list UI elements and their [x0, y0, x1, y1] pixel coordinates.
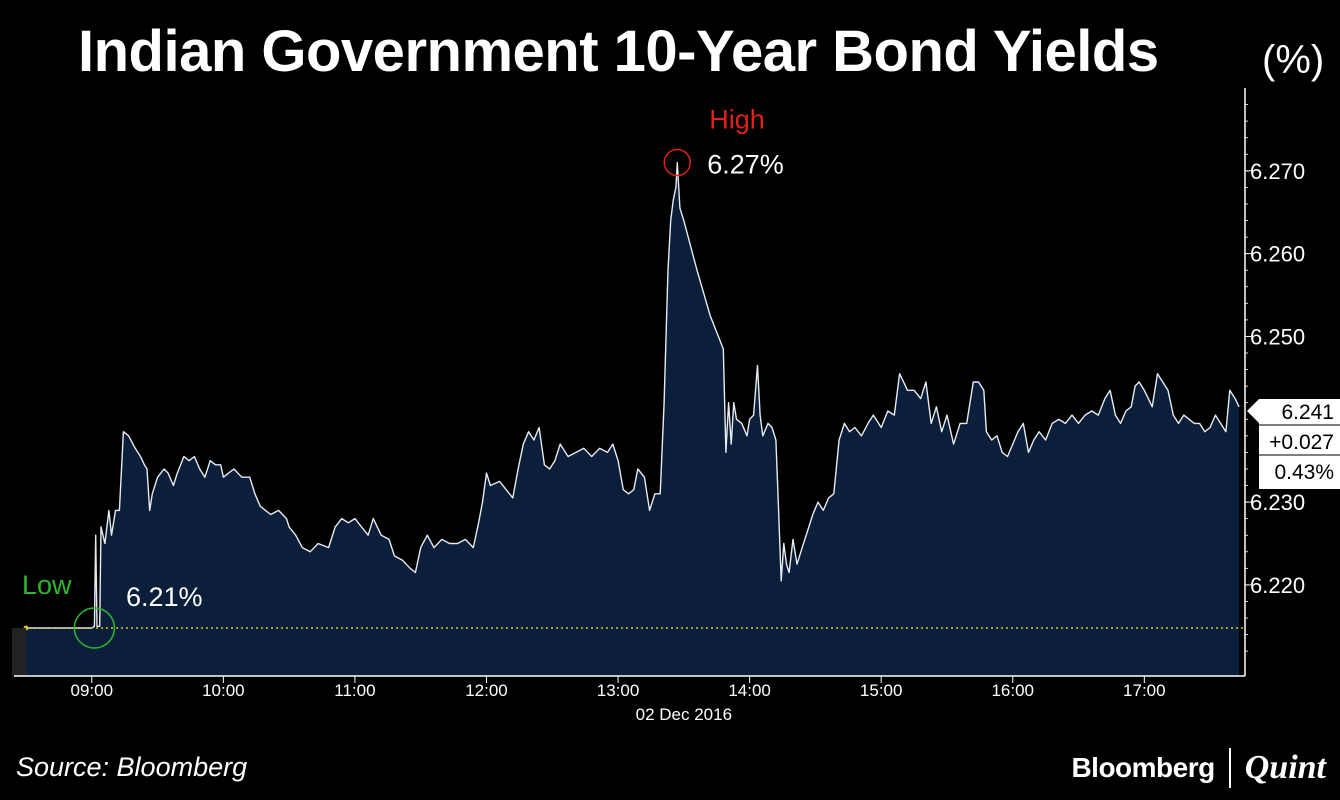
x-tick-label: 09:00 — [71, 681, 114, 700]
y-tick-label: 6.270 — [1250, 159, 1305, 184]
x-tick-label: 15:00 — [860, 681, 903, 700]
high-value: 6.27% — [707, 150, 784, 180]
last-change: +0.027 — [1269, 431, 1334, 454]
annotations: High 6.27% Low 6.21% 6.241 +0.027 0.43% — [22, 105, 1340, 649]
x-tick-label: 12:00 — [465, 681, 508, 700]
low-label: Low — [22, 570, 72, 600]
brand-logos: Bloomberg Quint — [1071, 748, 1326, 788]
x-tick-label: 14:00 — [728, 681, 771, 700]
x-tick-label: 13:00 — [597, 681, 640, 700]
source-note: Source: Bloomberg — [16, 752, 248, 782]
left-stub — [12, 627, 26, 676]
low-value: 6.21% — [126, 582, 203, 612]
y-tick-label: 6.220 — [1250, 573, 1305, 598]
low-circle — [73, 607, 116, 649]
y-tick-label: 6.230 — [1250, 490, 1305, 515]
date-label: 02 Dec 2016 — [636, 705, 732, 724]
y-tick-label: 6.260 — [1250, 242, 1305, 267]
chart-title: Indian Government 10-Year Bond Yields — [78, 19, 1159, 84]
quint-logo: Quint — [1244, 749, 1326, 786]
unit-label: (%) — [1262, 38, 1325, 82]
last-value-background — [1247, 398, 1340, 489]
x-tick-label: 16:00 — [991, 681, 1034, 700]
last-value-box: 6.241 +0.027 0.43% — [1247, 398, 1340, 489]
high-circle — [663, 148, 692, 177]
x-tick-label: 10:00 — [202, 681, 245, 700]
high-label: High — [709, 105, 765, 135]
yield-chart: 6.270 6.260 6.250 6.230 6.220 09:00 10:00 11:00… — [12, 88, 1340, 724]
plot-area — [12, 161, 1243, 676]
axes: 6.270 6.260 6.250 6.230 6.220 09:00 10:00 11:00… — [14, 88, 1305, 724]
y-tick-label: 6.250 — [1250, 324, 1305, 349]
series-line — [26, 161, 1240, 629]
x-tick-label: 17:00 — [1123, 681, 1166, 700]
series-area — [26, 162, 1240, 676]
last-value: 6.241 — [1281, 401, 1334, 424]
bloomberg-logo: Bloomberg — [1071, 752, 1215, 783]
x-tick-label: 11:00 — [334, 681, 375, 700]
logo-divider — [1228, 748, 1231, 788]
last-percent: 0.43% — [1274, 461, 1334, 484]
